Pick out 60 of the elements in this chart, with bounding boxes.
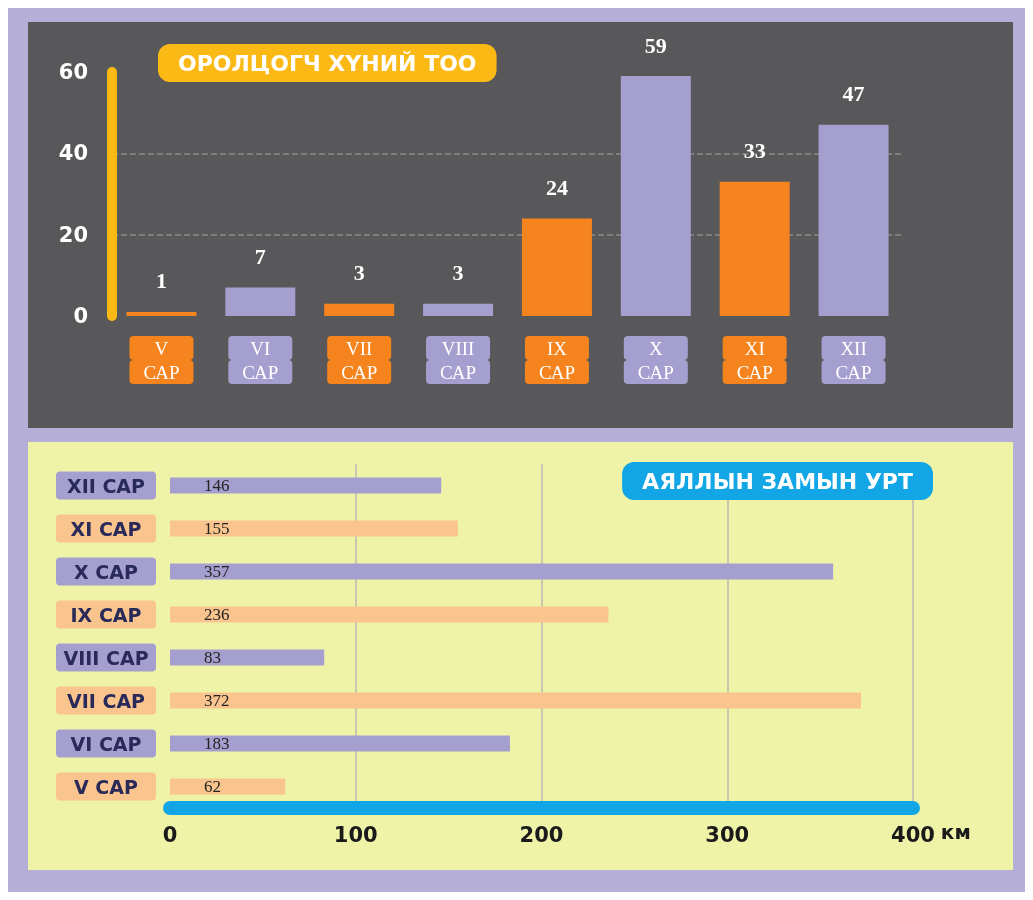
bar: [818, 124, 889, 316]
bar: [126, 311, 197, 316]
x-tick-label: XII САР: [835, 337, 872, 383]
x-tick-label: VII САР: [341, 337, 378, 383]
x-tick-label: 200: [519, 822, 564, 847]
x-tick-label: X САР: [637, 337, 674, 383]
bar: [170, 477, 442, 494]
data-label: 155: [204, 519, 230, 538]
data-label: 24: [545, 174, 568, 200]
y-tick-label: 0: [73, 304, 88, 328]
x-tick-label: 0: [162, 822, 178, 847]
data-label: 236: [204, 605, 230, 624]
data-label: 3: [353, 260, 365, 286]
data-label: 47: [842, 81, 865, 107]
x-tick-label: 300: [705, 822, 750, 847]
bar: [170, 735, 510, 752]
bar: [719, 181, 790, 316]
y-tick-label: VI САР: [70, 732, 142, 755]
bar: [225, 287, 296, 316]
y-tick-label: VII САР: [66, 689, 146, 712]
bar: [170, 692, 861, 709]
data-label: 33: [743, 138, 766, 164]
x-tick-label: VIII САР: [440, 337, 477, 383]
x-tick-label: VI САР: [242, 337, 279, 383]
data-label: 7: [254, 244, 266, 270]
data-label: 357: [204, 562, 230, 581]
data-label: 146: [204, 476, 230, 495]
y-tick-label: 20: [58, 222, 88, 247]
x-tick-label: V САР: [143, 337, 180, 383]
x-axis-title: км: [940, 820, 971, 844]
bar: [423, 303, 494, 316]
x-tick-label: 400: [891, 822, 935, 847]
bar: [170, 606, 609, 623]
bar: [170, 778, 286, 795]
y-tick-label: V САР: [74, 775, 139, 798]
chart-title: АЯЛЛЫН ЗАМЫН УРТ: [642, 468, 913, 494]
y-tick-label: XI САР: [70, 517, 142, 540]
chart-title: ОРОЛЦОГЧ ХҮНИЙ ТОО: [178, 50, 477, 76]
data-label: 183: [204, 734, 230, 753]
x-tick-label: IX САР: [538, 337, 575, 383]
bar: [324, 303, 395, 316]
y-tick-label: XII САР: [67, 474, 146, 497]
y-tick-label: X САР: [74, 560, 138, 583]
y-tick-label: IX САР: [70, 603, 142, 626]
bar: [170, 520, 458, 537]
bar: [170, 563, 834, 580]
y-tick-label: VIII САР: [63, 646, 149, 669]
data-label: 3: [452, 260, 464, 286]
bar: [170, 649, 325, 666]
bar: [620, 76, 691, 316]
bar: [521, 218, 592, 316]
data-label: 1: [155, 268, 167, 294]
data-label: 62: [204, 777, 221, 796]
x-tick-label: XI САР: [736, 337, 773, 383]
y-tick-label: 40: [58, 141, 88, 166]
x-tick-label: 100: [333, 822, 378, 847]
data-label: 59: [644, 32, 667, 58]
y-tick-label: 60: [58, 60, 88, 84]
data-label: 372: [204, 691, 230, 710]
data-label: 83: [204, 648, 221, 667]
